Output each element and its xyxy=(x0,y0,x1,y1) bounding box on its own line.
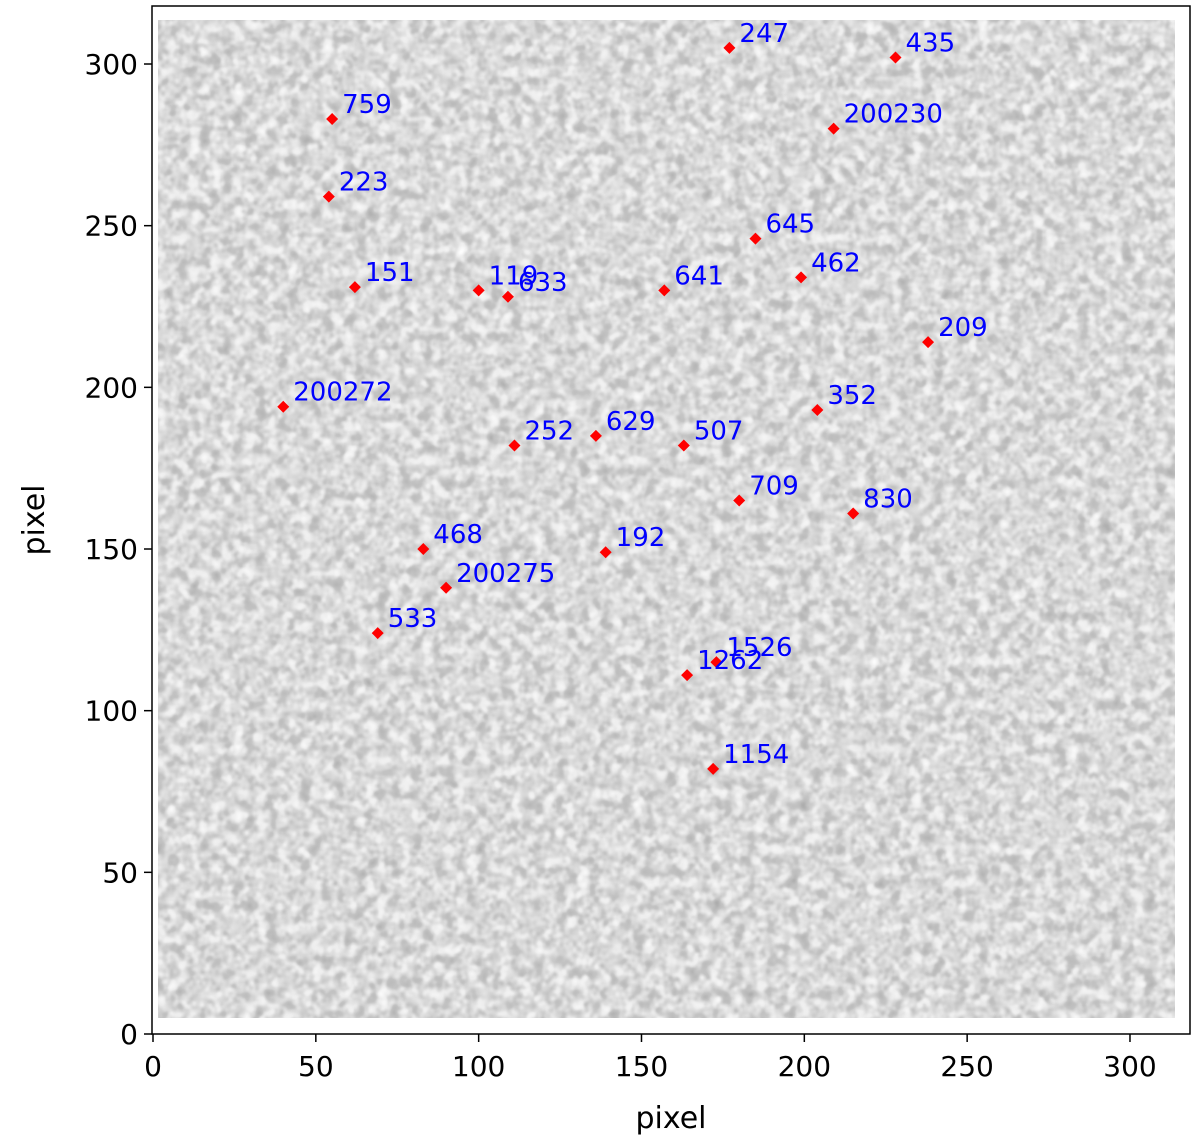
source-label: 629 xyxy=(606,407,656,437)
source-label: 200230 xyxy=(844,100,943,130)
source-label: 462 xyxy=(811,248,861,278)
x-tick-label: 100 xyxy=(452,1050,505,1083)
source-marker xyxy=(710,656,723,669)
source-marker xyxy=(827,122,840,135)
y-tick-label: 200 xyxy=(85,371,138,404)
source-marker xyxy=(322,190,335,203)
source-label: 192 xyxy=(616,523,666,553)
source-marker xyxy=(277,400,290,413)
source-marker xyxy=(440,581,453,594)
source-label: 645 xyxy=(765,210,815,240)
source-label: 533 xyxy=(388,604,438,634)
source-marker xyxy=(733,494,746,507)
source-marker xyxy=(326,112,339,125)
source-label: 119 xyxy=(489,261,539,291)
source-label: 759 xyxy=(342,90,392,120)
source-label: 633 xyxy=(518,268,568,298)
y-tick-label: 50 xyxy=(102,856,138,889)
source-label: 507 xyxy=(694,417,744,447)
plot-frame xyxy=(151,5,1191,1035)
source-marker xyxy=(847,507,860,520)
source-label: 830 xyxy=(863,484,913,514)
source-label: 435 xyxy=(906,29,956,59)
source-label: 709 xyxy=(749,472,799,502)
source-marker xyxy=(723,41,736,54)
y-tick-label: 0 xyxy=(120,1018,138,1051)
source-label: 252 xyxy=(524,417,574,447)
source-marker xyxy=(889,51,902,64)
source-marker xyxy=(417,543,430,556)
source-label: 247 xyxy=(739,19,789,49)
y-tick-label: 100 xyxy=(85,695,138,728)
x-tick-label: 150 xyxy=(615,1050,668,1083)
source-marker xyxy=(508,439,521,452)
y-tick-label: 300 xyxy=(85,48,138,81)
source-marker xyxy=(707,762,720,775)
source-marker xyxy=(681,669,694,682)
x-tick-label: 250 xyxy=(940,1050,993,1083)
y-tick-label: 250 xyxy=(85,210,138,243)
source-marker xyxy=(658,284,671,297)
y-axis: 0 50 100 150 200 250 300 xyxy=(85,48,152,1051)
source-label: 641 xyxy=(674,261,724,291)
source-label: 151 xyxy=(365,258,415,288)
x-tick-label: 0 xyxy=(144,1050,162,1083)
source-marker xyxy=(749,232,762,245)
source-marker xyxy=(371,627,384,640)
source-label: 200275 xyxy=(456,559,555,589)
x-tick-label: 50 xyxy=(298,1050,334,1083)
x-axis: 0 50 100 150 200 250 300 xyxy=(144,1034,1157,1083)
source-label: 468 xyxy=(433,520,483,550)
source-label: 1526 xyxy=(726,633,792,663)
source-marker xyxy=(795,271,808,284)
source-marker xyxy=(348,281,361,294)
x-axis-label: pixel xyxy=(635,1101,706,1136)
source-label: 1262 xyxy=(697,646,763,676)
source-label: 352 xyxy=(827,381,877,411)
source-marker xyxy=(599,546,612,559)
source-label: 1154 xyxy=(723,740,789,770)
source-marker xyxy=(589,429,602,442)
y-axis-label: pixel xyxy=(17,484,52,555)
source-label: 223 xyxy=(339,168,389,198)
source-marker xyxy=(922,336,935,349)
x-tick-label: 300 xyxy=(1103,1050,1156,1083)
source-marker xyxy=(811,403,824,416)
source-marker xyxy=(677,439,690,452)
source-label: 209 xyxy=(938,313,988,343)
source-marker xyxy=(472,284,485,297)
y-tick-label: 150 xyxy=(85,533,138,566)
starfield-image xyxy=(158,20,1175,1018)
x-tick-label: 200 xyxy=(778,1050,831,1083)
source-marker xyxy=(501,290,514,303)
source-label: 200272 xyxy=(293,378,392,408)
